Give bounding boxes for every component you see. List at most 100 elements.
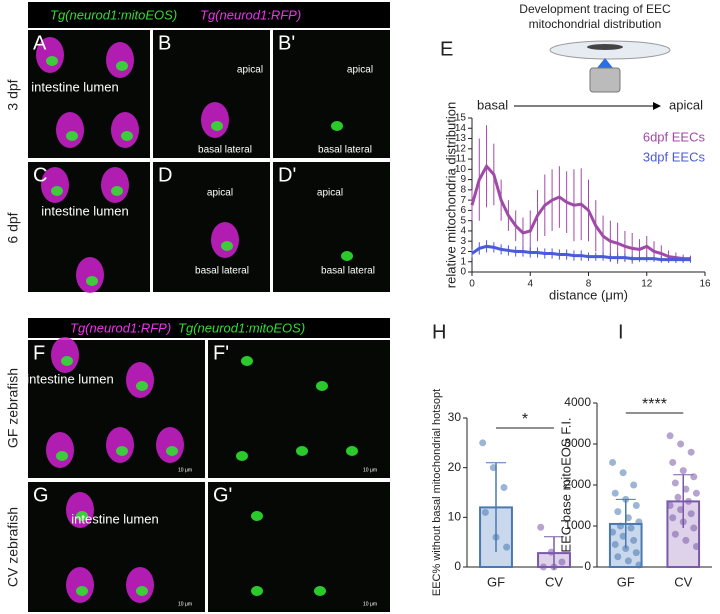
data-point [687,510,695,518]
mito-signal [314,586,326,596]
significance: * [522,411,528,428]
micrograph [28,482,205,612]
panel-letter: C [33,164,47,186]
cell [106,42,134,78]
x-tick-label: 16 [699,279,711,290]
cell [41,167,69,203]
x-axis-label: distance (μm) [549,287,628,302]
data-point [622,495,630,503]
panel-letter: F' [213,342,229,364]
data-point [690,524,698,532]
y-tick-label: 2000 [564,477,591,491]
data-point [609,458,617,466]
x-tick-label: CV [545,574,563,589]
y-tick-label: 10 [455,164,467,175]
mito-signal [241,356,253,366]
panel-label: apical [317,188,343,199]
mito-signal [56,451,68,461]
legend-entry: 6dpf EECs [643,129,706,144]
panel-label: intestine lumen [41,203,128,218]
mito-signal [211,121,223,131]
cell [51,337,79,373]
cell [106,427,134,463]
y-tick-label: 6 [460,205,466,216]
panel-label: 10 μm [178,601,192,607]
y-tick-label: 0 [454,559,461,573]
mito-signal [316,381,328,391]
header-label: Tg(neurod1:RFP) [70,320,171,335]
panel-label: 10 μm [363,601,377,607]
data-point [679,467,687,475]
y-tick-label: 11 [456,154,467,165]
data-point [479,439,487,447]
row-label: 6 dpf [5,212,21,243]
x-tick-label: 12 [641,279,653,290]
mito-signal [66,131,78,141]
y-tick-label: 1000 [564,518,591,532]
mito-signal [166,446,178,456]
data-point [679,518,687,526]
cell [46,432,74,468]
data-point [481,508,489,516]
cell [66,492,94,528]
data-point [622,545,630,553]
y-tick-label: 9 [460,174,466,185]
mito-signal [46,56,58,66]
micrograph [273,162,390,292]
y-tick-label: 30 [448,410,462,424]
panel-letter: F [33,342,45,364]
panel-letter: B' [278,32,295,54]
data-point [669,458,677,466]
panel-letter: G [33,484,49,506]
y-tick-label: 4000 [564,395,591,409]
data-point [624,514,632,522]
data-point [687,448,695,456]
y-axis-label: EEC base mitoEOS F.I. [558,417,573,552]
row-label: CV zebrafish [5,507,21,587]
mito-signal [251,586,263,596]
panel-letter: H [432,321,446,343]
header-label: Tg(neurod1:mitoEOS) [178,320,305,335]
panel-letter: I [618,321,624,343]
mito-signal [296,446,308,456]
series-line [471,244,691,262]
panel-letter: D [158,164,172,186]
mito-signal [116,446,128,456]
panel-label: intestine lumen [71,511,158,526]
y-axis-label: relative mitochondria distribution [443,102,458,288]
mito-signal [341,251,353,261]
data-point [619,532,627,540]
data-point [614,553,622,561]
data-point [611,489,619,497]
cell [201,102,229,138]
cell [101,167,129,203]
row-label: 3 dpf [5,79,21,110]
mito-signal [346,446,358,456]
data-point [611,540,619,548]
panel-letter: B [158,32,171,54]
annotation: basal [477,97,508,112]
annotation: apical [669,97,703,112]
panel-label: apical [347,65,373,76]
mito-signal [136,381,148,391]
panel-label: basal lateral [321,266,375,277]
panel-label: basal lateral [318,145,372,156]
data-point [547,548,555,556]
cell [111,112,139,148]
data-point [500,484,508,492]
data-point [503,543,511,551]
x-tick-label: 4 [527,279,533,290]
panel-letter: G' [213,484,232,506]
mito-signal [251,511,263,521]
data-point [624,557,632,565]
panel-letter: D' [278,164,296,186]
data-point [635,561,643,569]
mito-signal [331,121,343,131]
y-tick-label: 5 [460,215,466,226]
y-tick-label: 4 [460,226,466,237]
micrograph [153,162,270,292]
x-tick-label: GF [617,574,635,589]
cell [56,112,84,148]
data-point [666,502,674,509]
header-label: Tg(neurod1:mitoEOS) [50,7,177,22]
